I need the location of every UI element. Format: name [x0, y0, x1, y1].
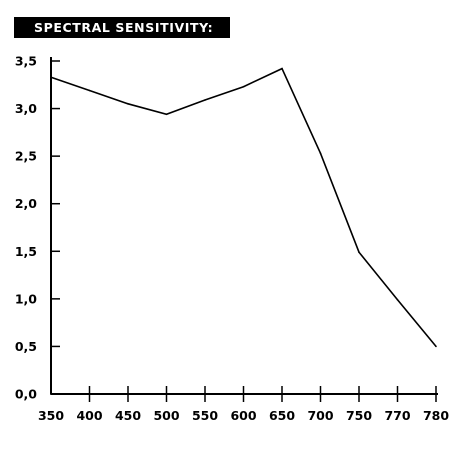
data-point — [88, 89, 91, 92]
data-point — [358, 251, 360, 254]
x-tick-labels: 350 400 450 500 550 600 650 700 750 770 780 — [38, 408, 449, 423]
data-point — [396, 299, 399, 301]
x-tick-label: 700 — [307, 408, 333, 423]
y-tick-label: 2,5 — [15, 149, 37, 164]
data-point — [204, 99, 206, 101]
y-tick-label: 3,5 — [15, 54, 37, 69]
axis-ticks — [50, 60, 437, 402]
chart-title-background — [14, 17, 230, 38]
data-point — [281, 67, 283, 70]
x-tick-label: 780 — [423, 408, 449, 423]
series-group — [50, 67, 437, 348]
data-point — [165, 113, 168, 116]
x-tick-label: 600 — [230, 408, 256, 423]
x-tick-label: 500 — [153, 408, 179, 423]
y-tick-label: 1,0 — [15, 291, 37, 306]
y-tick-labels: 0,0 0,5 1,0 1,5 2,0 2,5 3,0 3,5 — [15, 54, 37, 402]
y-tick-label: 2,0 — [15, 196, 37, 211]
x-tick-label: 550 — [192, 408, 218, 423]
data-point — [127, 103, 129, 105]
data-point — [50, 76, 52, 78]
x-tick-label: 400 — [76, 408, 102, 423]
x-tick-label: 450 — [115, 408, 141, 423]
y-tick-label: 3,0 — [15, 101, 37, 116]
x-tick-label: 350 — [38, 408, 64, 423]
x-tick-label: 750 — [346, 408, 372, 423]
series-line — [50, 67, 437, 347]
y-tick-label: 0,5 — [15, 339, 37, 354]
data-point — [242, 85, 245, 88]
x-tick-label: 770 — [384, 408, 410, 423]
axes — [50, 57, 438, 395]
data-point — [435, 345, 437, 348]
y-tick-label: 1,5 — [15, 244, 37, 259]
data-point — [319, 152, 322, 155]
x-tick-label: 650 — [269, 408, 295, 423]
chart-title: SPECTRAL SENSITIVITY: — [34, 20, 214, 35]
y-tick-label: 0,0 — [15, 387, 37, 402]
